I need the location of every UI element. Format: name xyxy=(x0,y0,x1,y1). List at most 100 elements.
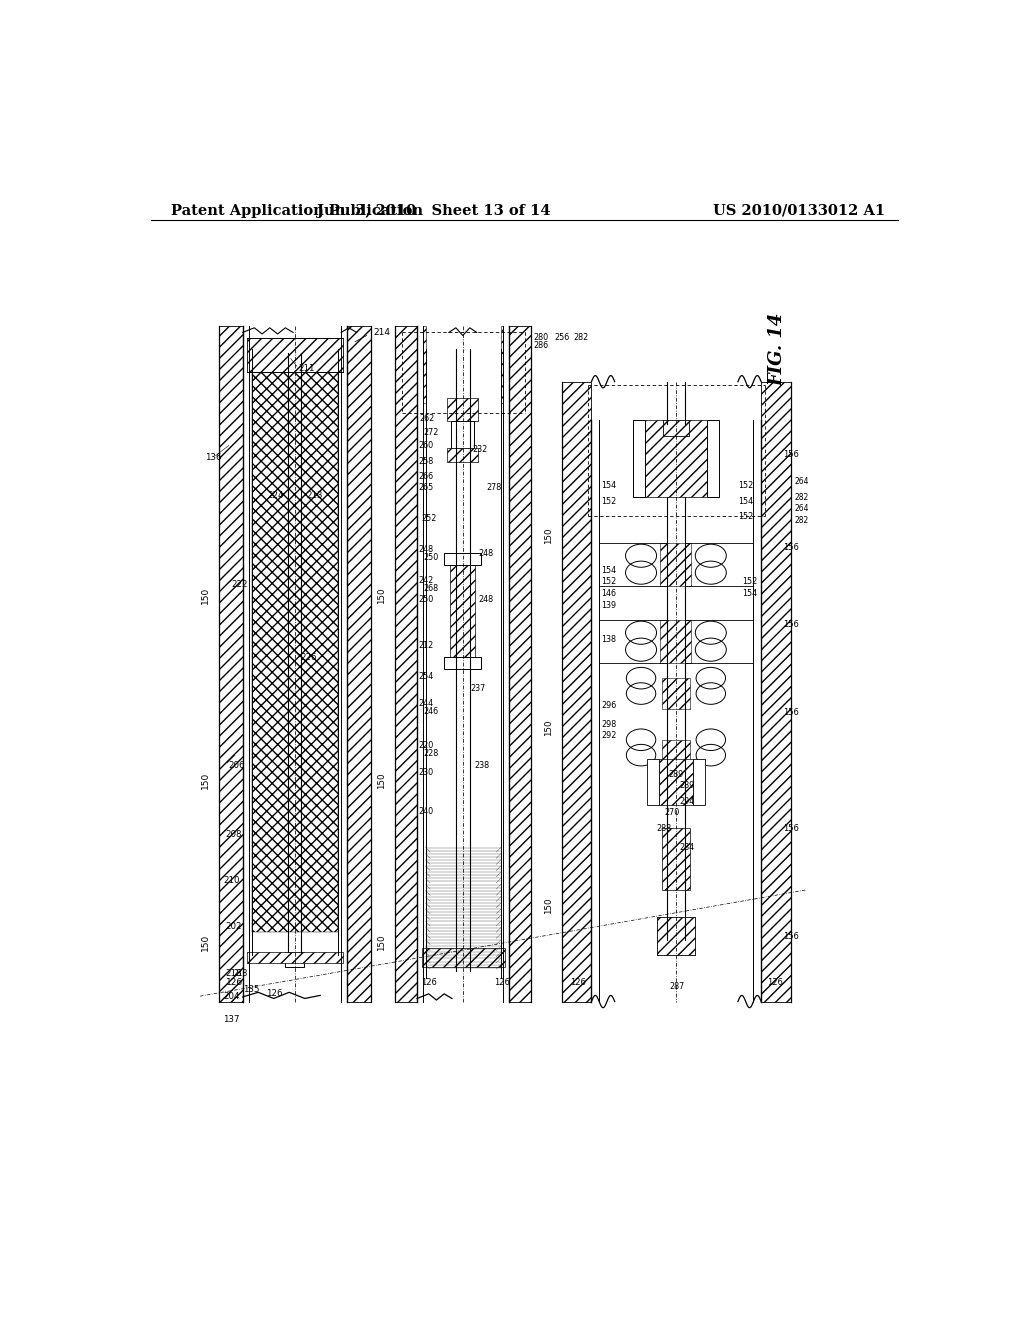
Text: 137: 137 xyxy=(223,1015,240,1024)
Bar xyxy=(562,381,592,1002)
Text: 150: 150 xyxy=(544,898,553,913)
Text: 240: 240 xyxy=(419,807,434,816)
Text: 266: 266 xyxy=(419,473,434,480)
Bar xyxy=(761,381,791,1002)
Bar xyxy=(658,759,693,805)
Bar xyxy=(662,829,690,890)
Text: 237: 237 xyxy=(471,684,485,693)
Text: 154: 154 xyxy=(601,482,616,490)
Text: 248: 248 xyxy=(478,549,494,558)
Text: 150: 150 xyxy=(201,587,210,605)
Bar xyxy=(660,620,691,663)
Bar xyxy=(452,421,474,447)
Polygon shape xyxy=(633,420,645,498)
Bar xyxy=(248,952,343,964)
Text: 150: 150 xyxy=(377,772,386,789)
Text: 210: 210 xyxy=(223,876,240,886)
Text: 213: 213 xyxy=(306,491,323,500)
Text: 154: 154 xyxy=(741,589,757,598)
Text: 264: 264 xyxy=(795,504,809,513)
Bar xyxy=(447,447,478,462)
Bar xyxy=(656,917,695,956)
Text: 287: 287 xyxy=(670,982,685,990)
Text: US 2010/0133012 A1: US 2010/0133012 A1 xyxy=(713,203,886,218)
Text: 264: 264 xyxy=(795,478,809,486)
Text: 126: 126 xyxy=(494,978,510,987)
Text: 280: 280 xyxy=(534,334,549,342)
Text: 292: 292 xyxy=(601,731,616,741)
Text: 126: 126 xyxy=(569,978,586,987)
Bar xyxy=(422,948,505,966)
Text: 294: 294 xyxy=(680,797,695,805)
Text: Patent Application Publication: Patent Application Publication xyxy=(171,203,423,218)
Text: 154: 154 xyxy=(738,496,753,506)
Text: 242: 242 xyxy=(419,576,434,585)
Text: 228: 228 xyxy=(423,750,438,758)
Text: 268: 268 xyxy=(423,583,438,593)
Text: 220: 220 xyxy=(419,742,434,750)
Text: 262: 262 xyxy=(420,414,434,424)
Text: 204: 204 xyxy=(223,991,240,1001)
Text: 224: 224 xyxy=(267,491,284,500)
Text: 254: 254 xyxy=(419,672,434,681)
Text: 218: 218 xyxy=(233,969,248,978)
Bar xyxy=(660,544,691,586)
Text: 150: 150 xyxy=(377,587,386,605)
Bar xyxy=(663,420,689,436)
Text: 288: 288 xyxy=(656,824,672,833)
Text: 230: 230 xyxy=(419,768,434,777)
Text: 139: 139 xyxy=(601,601,616,610)
Text: 126: 126 xyxy=(421,978,437,987)
Polygon shape xyxy=(647,759,658,805)
Text: 282: 282 xyxy=(573,334,589,342)
Text: 244: 244 xyxy=(419,700,434,708)
Bar xyxy=(395,326,417,1002)
Bar xyxy=(509,326,531,1002)
Text: 282: 282 xyxy=(795,516,809,525)
Text: FIG. 14: FIG. 14 xyxy=(768,313,786,385)
Text: 248: 248 xyxy=(478,595,494,605)
Text: 222: 222 xyxy=(231,579,248,589)
Text: 136: 136 xyxy=(206,453,222,462)
Bar xyxy=(451,565,475,657)
Text: 286: 286 xyxy=(534,341,549,350)
Bar xyxy=(662,678,690,709)
Text: 156: 156 xyxy=(783,543,799,552)
Bar xyxy=(444,553,481,565)
Bar xyxy=(447,397,478,421)
Bar xyxy=(286,952,304,966)
Text: 298: 298 xyxy=(601,719,616,729)
Text: 135: 135 xyxy=(243,986,259,994)
Text: 232: 232 xyxy=(472,445,487,454)
Text: 265: 265 xyxy=(419,483,434,492)
Bar xyxy=(444,657,481,669)
Text: 206: 206 xyxy=(228,760,246,770)
Polygon shape xyxy=(707,420,719,498)
Bar xyxy=(662,739,690,771)
Text: 256: 256 xyxy=(554,334,569,342)
Bar xyxy=(219,326,243,1002)
Text: 152: 152 xyxy=(738,512,754,521)
Text: 152: 152 xyxy=(741,577,757,586)
Text: 152: 152 xyxy=(601,496,616,506)
Text: 252: 252 xyxy=(421,515,436,523)
Text: 226: 226 xyxy=(301,653,317,661)
Text: 270: 270 xyxy=(665,808,680,817)
Text: 260: 260 xyxy=(419,441,434,450)
Text: 156: 156 xyxy=(783,932,799,941)
Text: 150: 150 xyxy=(544,719,553,737)
Text: 150: 150 xyxy=(201,772,210,789)
Text: 282: 282 xyxy=(795,492,809,502)
Bar xyxy=(645,420,707,498)
Text: 154: 154 xyxy=(601,566,616,574)
Text: 250: 250 xyxy=(419,595,434,605)
Bar xyxy=(252,372,338,932)
Text: 150: 150 xyxy=(201,933,210,950)
Bar xyxy=(663,420,689,436)
Text: 238: 238 xyxy=(474,760,489,770)
Text: 150: 150 xyxy=(544,528,553,544)
Text: 126: 126 xyxy=(225,978,243,987)
Text: 284: 284 xyxy=(680,843,695,851)
Text: 126: 126 xyxy=(767,978,783,987)
Text: 150: 150 xyxy=(377,935,386,950)
